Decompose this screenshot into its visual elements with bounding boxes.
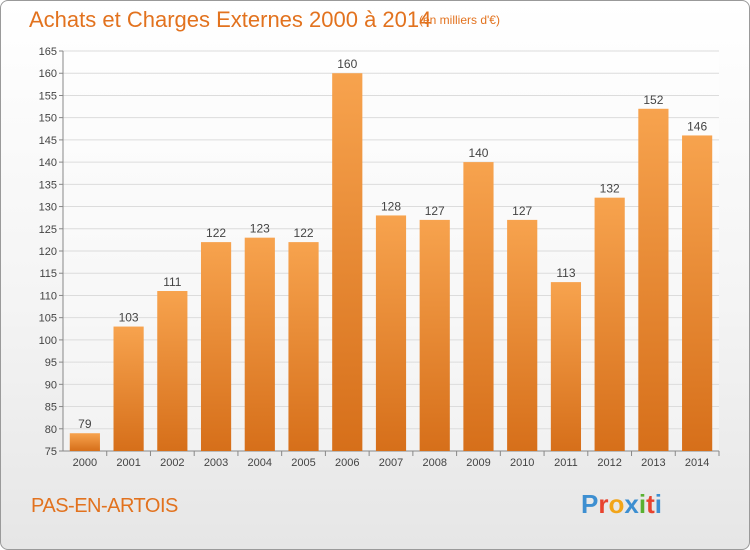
y-tick-label: 80 [45,424,57,436]
logo-letter: i [654,489,662,519]
y-tick-label: 75 [45,446,57,458]
bar [69,433,100,451]
bar [638,108,669,452]
y-tick-label: 120 [39,246,57,258]
x-tick-label: 2011 [554,457,578,469]
y-tick-label: 90 [45,379,57,391]
logo-letter: x [624,489,639,519]
x-tick-label: 2009 [466,457,490,469]
y-tick-label: 95 [45,357,57,369]
logo-letter: i [638,489,647,519]
bar [594,197,625,451]
y-tick-label: 165 [39,46,57,58]
data-label: 103 [119,311,139,325]
logo-letter: t [646,489,655,519]
x-tick-label: 2007 [379,457,403,469]
bar [682,135,713,451]
bar [157,291,188,451]
x-tick-label: 2006 [335,457,359,469]
data-label: 160 [337,57,357,71]
bar [507,219,538,451]
x-tick-label: 2004 [248,457,272,469]
data-label: 122 [294,226,314,240]
x-tick-label: 2012 [597,457,621,469]
city-name: PAS-EN-ARTOIS [31,495,178,517]
x-tick-label: 2003 [204,457,228,469]
x-tick-label: 2002 [160,457,184,469]
y-tick-label: 150 [39,113,57,125]
logo-letter: r [598,489,609,519]
y-tick-label: 145 [39,135,57,147]
y-tick-label: 125 [39,224,57,236]
data-label: 127 [425,204,445,218]
proxiti-logo[interactable]: Proxiti [581,489,662,520]
bar [419,219,450,451]
y-tick-label: 135 [39,179,57,191]
bar [332,73,363,451]
data-label: 146 [687,119,707,133]
bar [550,282,582,451]
x-tick-label: 2008 [422,457,446,469]
chart-subtitle: (en milliers d'€) [419,13,500,27]
data-label: 132 [600,182,620,196]
data-label: 111 [163,275,182,289]
data-label: 127 [512,204,532,218]
bar [244,237,275,451]
y-tick-label: 160 [39,68,57,80]
y-tick-label: 140 [39,157,57,169]
logo-letter: P [581,489,599,519]
x-tick-label: 2005 [291,457,315,469]
x-tick-label: 2013 [641,457,665,469]
x-tick-label: 2014 [685,457,709,469]
data-label: 128 [381,199,401,213]
y-tick-label: 115 [39,268,57,280]
data-label: 152 [643,93,663,107]
chart-title: Achats et Charges Externes 2000 à 2014 [29,7,432,32]
bar [113,326,144,451]
bar [288,242,319,451]
x-tick-label: 2001 [116,457,140,469]
y-tick-label: 100 [39,335,57,347]
x-tick-label: 2000 [73,457,97,469]
bar [375,215,407,451]
data-label: 140 [468,146,488,160]
y-tick-label: 110 [39,290,57,302]
bar [200,242,232,451]
y-tick-label: 130 [39,202,57,214]
x-tick-label: 2010 [510,457,534,469]
data-label: 122 [206,226,226,240]
y-tick-label: 105 [39,313,57,325]
data-label: 79 [78,417,92,431]
data-label: 123 [250,222,270,236]
y-tick-label: 155 [39,90,57,102]
y-tick-label: 85 [45,402,57,414]
data-label: 113 [556,266,575,280]
bar [463,162,494,451]
logo-letter: o [608,489,625,519]
